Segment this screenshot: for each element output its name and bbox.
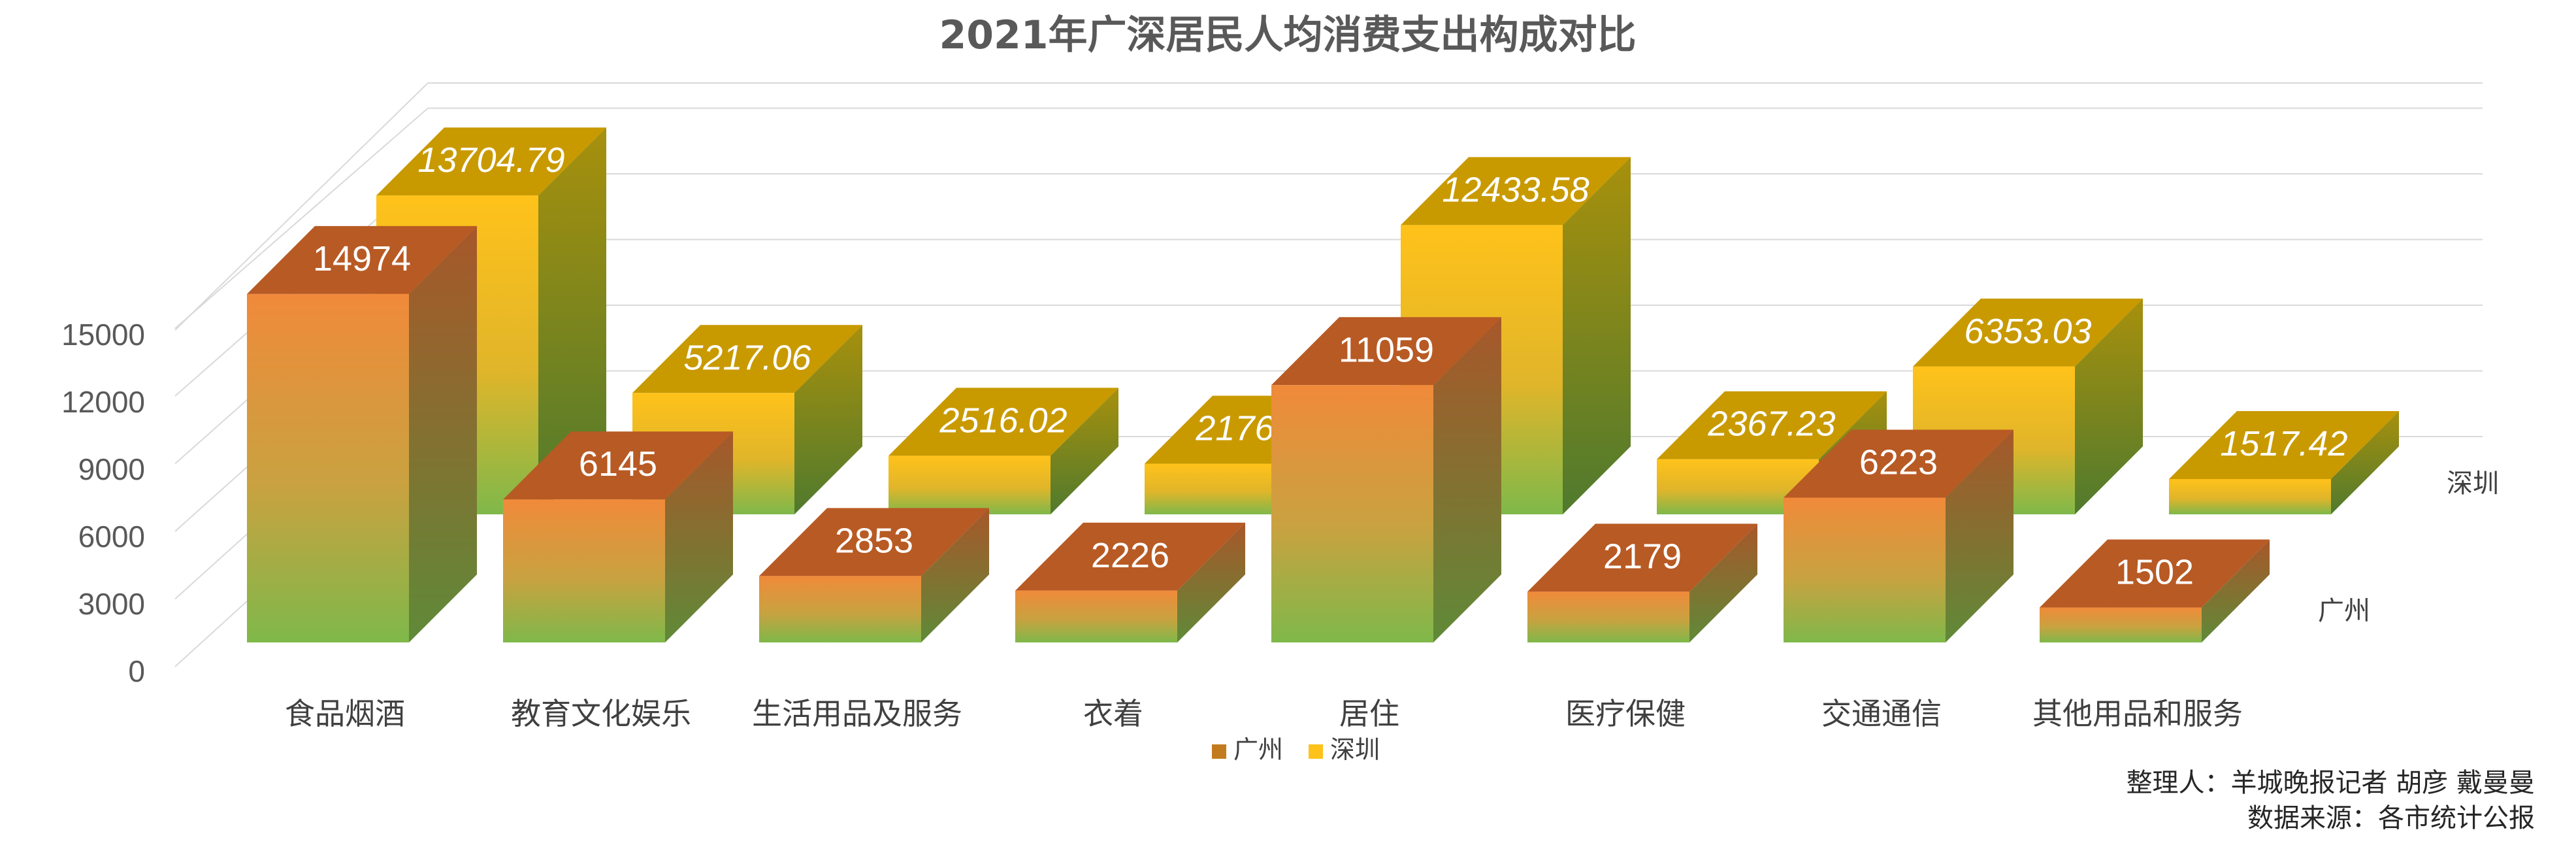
legend-label-shenzhen: 深圳 <box>1330 735 1380 764</box>
bar-guangzhou-3-side <box>1177 522 1245 642</box>
bar-shenzhen-5-value-label: 2367.23 <box>1707 405 1835 444</box>
legend-label-guangzhou: 广州 <box>1233 735 1283 764</box>
depth-label-shenzhen: 深圳 <box>2447 469 2499 499</box>
bar-shenzhen-2: 2516.02 <box>889 388 1118 514</box>
bar-guangzhou-0-top <box>247 225 477 294</box>
bar-shenzhen-2-top <box>889 388 1118 456</box>
bar-shenzhen-4-value-label: 12433.58 <box>1442 170 1589 209</box>
x-tick-label: 食品烟酒 <box>285 696 405 731</box>
bar-shenzhen-7-front <box>2169 478 2331 514</box>
y-tick-label: 0 <box>128 654 145 688</box>
y-tick-label: 15000 <box>61 318 145 352</box>
bar-guangzhou-7: 1502 <box>2040 539 2270 642</box>
bar-guangzhou-0-value-label: 14974 <box>313 239 411 278</box>
bar-shenzhen-0-value-label: 13704.79 <box>417 141 564 180</box>
x-tick-label: 教育文化娱乐 <box>511 696 691 731</box>
bar-shenzhen-7-top <box>2169 410 2399 479</box>
bar-guangzhou-0-front <box>247 293 409 642</box>
bar-shenzhen-7-side <box>2331 410 2399 514</box>
legend-swatch-guangzhou <box>1212 744 1226 759</box>
bar-guangzhou-6-top <box>1784 429 2014 498</box>
bar-guangzhou-2-top <box>759 508 989 576</box>
bar-guangzhou-1: 6145 <box>503 431 733 642</box>
x-tick-label: 居住 <box>1339 696 1399 731</box>
bar-guangzhou-3-value-label: 2226 <box>1091 536 1169 575</box>
x-axis: 食品烟酒 教育文化娱乐 生活用品及服务 衣着 居住 医疗保健 交通通信 其他用品和服务 <box>285 696 2243 731</box>
depth-label-guangzhou: 广州 <box>2318 596 2370 626</box>
gridline-diagonal <box>174 107 429 329</box>
y-tick-label: 6000 <box>78 520 145 554</box>
bar-guangzhou-1-value-label: 6145 <box>579 444 657 484</box>
bar-shenzhen-6-side <box>2075 298 2143 514</box>
x-tick-label: 其他用品和服务 <box>2032 696 2243 731</box>
chart-legend: 广州 深圳 <box>1212 735 1380 764</box>
bar-guangzhou-2-side <box>921 508 989 642</box>
bar-guangzhou-4-side <box>1433 317 1501 642</box>
credit-source: 数据来源：各市统计公报 <box>2247 803 2535 833</box>
bar-guangzhou-3-top <box>1015 522 1245 591</box>
y-axis: 0 3000 6000 9000 12000 15000 <box>61 318 145 688</box>
bar-guangzhou-4: 11059 <box>1271 317 1501 642</box>
bar-shenzhen-0-top <box>376 127 606 196</box>
bar-guangzhou-7-top <box>2040 539 2270 608</box>
bar-guangzhou-2-value-label: 2853 <box>835 521 913 560</box>
x-tick-label: 衣着 <box>1083 696 1143 731</box>
credit-editor: 整理人：羊城晚报记者 胡彦 戴曼曼 <box>2127 768 2535 798</box>
legend-swatch-shenzhen <box>1309 744 1323 759</box>
bar-guangzhou-6-side <box>1946 429 2014 642</box>
bar-guangzhou-4-top <box>1271 317 1501 386</box>
bar-guangzhou-2-front <box>759 576 921 642</box>
bar-shenzhen-4-side <box>1563 157 1631 514</box>
bar-shenzhen-7: 1517.42 <box>2169 410 2399 514</box>
bar-shenzhen-2-value-label: 2516.02 <box>939 401 1067 440</box>
chart-title: 2021年广深居民人均消费支出构成对比 <box>939 12 1637 58</box>
bar-guangzhou-5-side <box>1689 523 1757 642</box>
bar-shenzhen-1-top <box>632 325 862 393</box>
y-tick-label: 9000 <box>78 452 145 486</box>
bar-guangzhou-6-value-label: 6223 <box>1859 442 1938 482</box>
bar-shenzhen-4-top <box>1401 157 1631 225</box>
bar-guangzhou-5-value-label: 2179 <box>1603 537 1682 576</box>
bar-guangzhou-1-front <box>503 499 665 642</box>
bar-shenzhen-2-side <box>1051 388 1118 514</box>
bar-guangzhou-7-front <box>2040 607 2202 642</box>
bar-guangzhou-0: 14974 <box>247 225 477 642</box>
bar-shenzhen-7-value-label: 1517.42 <box>2220 424 2347 463</box>
bar-guangzhou-4-value-label: 11059 <box>1339 330 1434 369</box>
bar-guangzhou-5-top <box>1527 523 1757 592</box>
bar-guangzhou-5: 2179 <box>1527 523 1757 642</box>
bar-guangzhou-6: 6223 <box>1784 429 2014 642</box>
bar-guangzhou-2: 2853 <box>759 508 989 642</box>
bar-guangzhou-3: 2226 <box>1015 522 1245 642</box>
y-tick-label: 12000 <box>61 385 145 419</box>
bar-guangzhou-5-front <box>1527 591 1689 642</box>
bar-shenzhen-2-front <box>889 456 1051 514</box>
x-tick-label: 医疗保健 <box>1565 696 1686 731</box>
bar-shenzhen-0-side <box>538 127 606 514</box>
bar-guangzhou-3-front <box>1015 590 1177 642</box>
bar-shenzhen-6-value-label: 6353.03 <box>1964 312 2091 351</box>
bar-shenzhen-1-side <box>794 325 862 514</box>
bar-guangzhou-1-side <box>665 431 733 642</box>
bar-guangzhou-4-front <box>1271 385 1433 642</box>
bar-shenzhen-1-value-label: 5217.06 <box>683 338 811 377</box>
gridline-diagonal <box>174 82 429 331</box>
bar-guangzhou-1-top <box>503 431 733 500</box>
bar-guangzhou-7-side <box>2202 539 2270 642</box>
bar-guangzhou-0-side <box>409 225 477 642</box>
y-tick-label: 3000 <box>78 587 145 621</box>
x-tick-label: 交通通信 <box>1821 696 1942 731</box>
x-tick-label: 生活用品及服务 <box>752 696 962 731</box>
bar-guangzhou-6-front <box>1784 497 1946 642</box>
bar-shenzhen-5-top <box>1657 391 1887 459</box>
bar-guangzhou-7-value-label: 1502 <box>2115 553 2194 592</box>
bar-shenzhen-6-top <box>1913 298 2143 367</box>
